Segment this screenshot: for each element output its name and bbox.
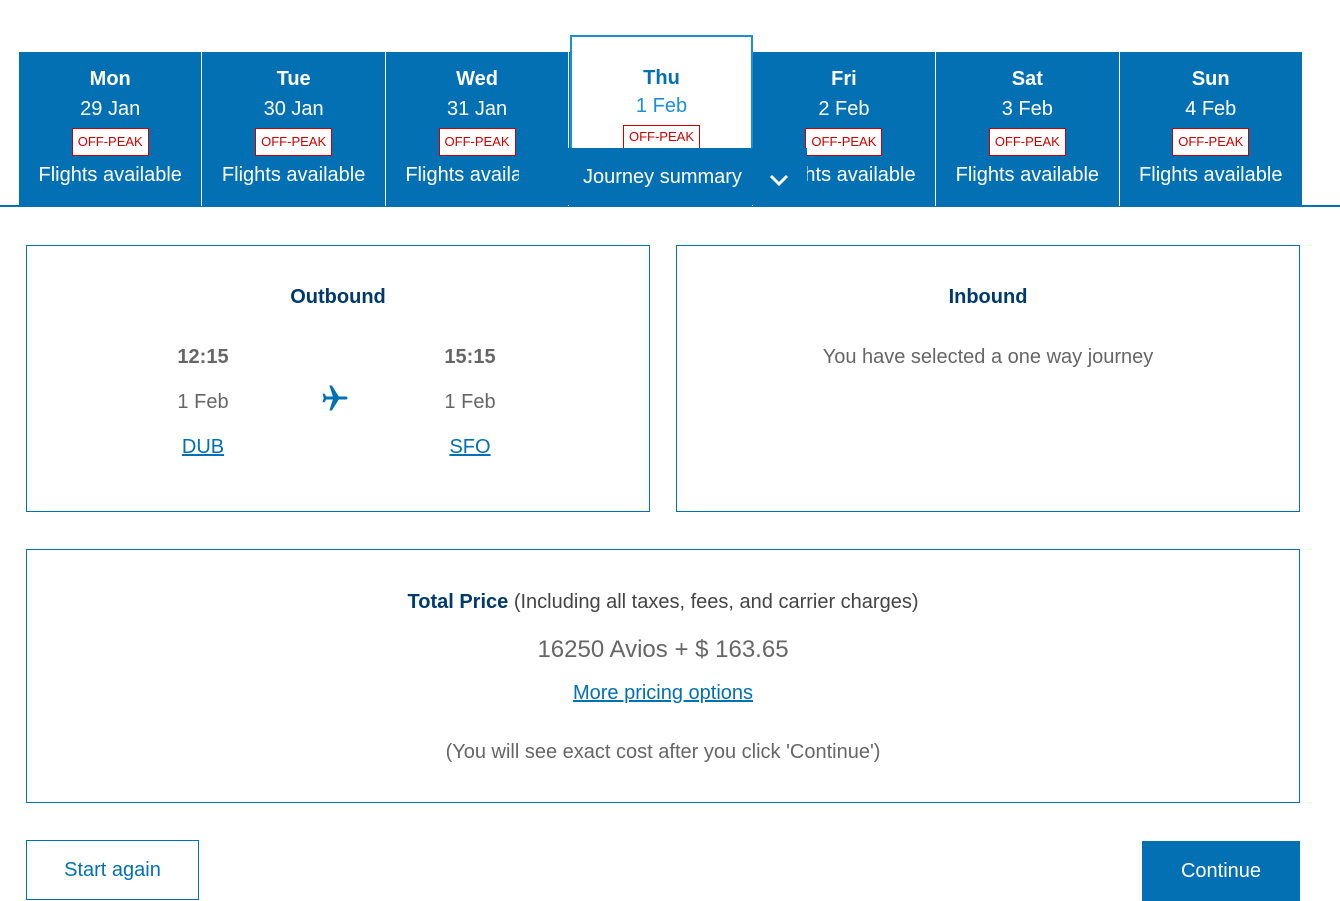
off-peak-badge: OFF-PEAK [71, 128, 149, 156]
arrive-date: 1 Feb [444, 391, 496, 413]
tab-day: Sun [1191, 68, 1230, 90]
start-again-button[interactable]: Start again [26, 840, 199, 900]
selected-date-tab-thu[interactable]: Thu 1 Feb OFF-PEAK [570, 35, 753, 149]
journey-summary-toggle[interactable]: Journey summary [519, 148, 807, 205]
off-peak-badge: OFF-PEAK [988, 128, 1066, 156]
tab-day: Sat [1011, 68, 1043, 90]
off-peak-badge: OFF-PEAK [622, 125, 700, 149]
off-peak-badge: OFF-PEAK [805, 128, 883, 156]
tab-date: 3 Feb [1001, 98, 1053, 120]
continue-button[interactable]: Continue [1142, 841, 1300, 901]
total-price-note: (Including all taxes, fees, and carrier … [513, 591, 919, 613]
plane-icon [322, 385, 348, 411]
price-panel: Total Price (Including all taxes, fees, … [26, 549, 1300, 803]
outbound-title: Outbound [290, 286, 386, 308]
off-peak-badge: OFF-PEAK [1172, 128, 1250, 156]
tab-status: Flights available [772, 164, 916, 186]
tab-day: Fri [831, 68, 857, 90]
tab-status: Flights available [221, 164, 366, 186]
tabs-baseline [0, 205, 1340, 207]
tab-status: Flights available [405, 164, 549, 186]
tab-day: Tue [276, 68, 311, 90]
tab-date: 30 Jan [263, 98, 324, 120]
inbound-title: Inbound [948, 286, 1028, 308]
chevron-down-icon [769, 174, 789, 186]
more-pricing-options-link[interactable]: More pricing options [572, 682, 754, 704]
date-tab-wed[interactable]: Wed 31 Jan OFF-PEAK Flights available [386, 52, 570, 206]
tab-date: 2 Feb [818, 98, 870, 120]
tab-date: 1 Feb [635, 95, 688, 117]
tab-day: Wed [456, 68, 498, 90]
tab-date: 4 Feb [1185, 98, 1237, 120]
tab-status: Flights available [38, 164, 182, 186]
total-price-label: Total Price [407, 591, 509, 613]
tab-date: 29 Jan [80, 98, 141, 120]
date-tab-sun[interactable]: Sun 4 Feb OFF-PEAK Flights available [1120, 52, 1302, 206]
depart-airport-link[interactable]: DUB [181, 436, 225, 458]
date-tab-mon[interactable]: Mon 29 Jan OFF-PEAK Flights available [19, 52, 203, 206]
date-tab-tue[interactable]: Tue 30 Jan OFF-PEAK Flights available [202, 52, 386, 206]
tab-status: Flights available [1139, 164, 1283, 186]
arrive-airport-link[interactable]: SFO [449, 436, 491, 458]
journey-summary-label: Journey summary [583, 166, 742, 188]
arrive-time: 15:15 [444, 346, 496, 368]
depart-time: 12:15 [177, 346, 229, 368]
date-tab-sat[interactable]: Sat 3 Feb OFF-PEAK Flights available [936, 52, 1120, 206]
off-peak-badge: OFF-PEAK [438, 128, 516, 156]
tab-day: Thu [643, 67, 680, 89]
date-tab-fri[interactable]: Fri 2 Feb OFF-PEAK Flights available [753, 52, 937, 206]
total-price-amount: 16250 Avios + $ 163.65 [537, 636, 789, 663]
price-footnote: (You will see exact cost after you click… [445, 741, 881, 763]
off-peak-badge: OFF-PEAK [255, 128, 333, 156]
tab-status: Flights available [955, 164, 1100, 186]
tab-date: 31 Jan [447, 98, 508, 120]
outbound-panel: Outbound 12:15 1 Feb DUB 15:15 1 Feb SFO [26, 245, 650, 512]
tab-day: Mon [89, 68, 131, 90]
depart-date: 1 Feb [177, 391, 229, 413]
inbound-message: You have selected a one way journey [822, 346, 1154, 368]
inbound-panel: Inbound You have selected a one way jour… [676, 245, 1300, 512]
